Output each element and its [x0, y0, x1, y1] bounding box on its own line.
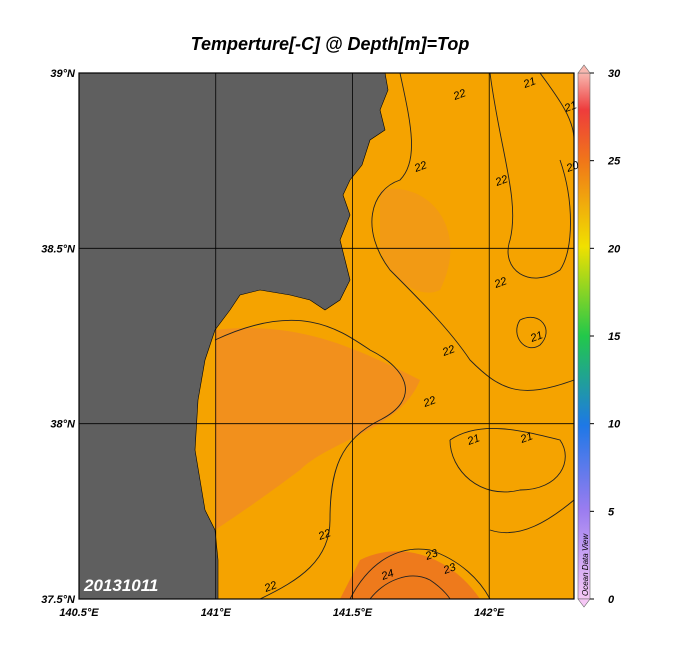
contour-label: 22 [412, 159, 429, 175]
watermark: Ocean Data View [581, 533, 590, 596]
contour-label: 22 [440, 343, 457, 359]
contour-label: 22 [421, 394, 438, 410]
contour-label: 21 [465, 432, 482, 448]
lon-tick-label: 141°E [201, 607, 232, 619]
warm-region [215, 328, 420, 530]
contour-label: 21 [528, 329, 545, 345]
colorbar-arrow [577, 598, 591, 608]
colorbar-tick-label: 25 [607, 156, 621, 168]
contour-label: 22 [262, 579, 279, 595]
colorbar-tick-label: 20 [607, 243, 621, 255]
lat-tick-label: 38°N [50, 419, 76, 431]
colorbar-tick-label: 15 [608, 331, 621, 343]
lon-tick-label: 142°E [474, 607, 505, 619]
land [79, 73, 389, 599]
colorbar-tick-label: 5 [608, 506, 615, 518]
contour-label: 23 [441, 561, 458, 577]
contour-label: 22 [316, 527, 333, 543]
date-label: 20131011 [83, 576, 158, 595]
map-area [79, 73, 574, 599]
lat-tick-label: 38.5°N [41, 243, 76, 255]
warm-region [340, 551, 480, 599]
contour-label: 22 [451, 87, 468, 103]
contour-label: 21 [521, 75, 538, 91]
lon-tick-label: 141.5°E [333, 607, 373, 619]
contour-label: 23 [423, 547, 440, 563]
lat-tick-label: 39°N [50, 68, 76, 80]
colorbar-arrow [577, 64, 591, 74]
contour-label: 21 [518, 430, 535, 446]
colorbar-tick-label: 30 [608, 68, 621, 80]
lon-tick-label: 140.5°E [59, 607, 99, 619]
contour-label: 24 [379, 567, 396, 583]
contour-label: 21 [562, 99, 579, 115]
contour-label: 22 [492, 275, 509, 291]
warm-region [380, 188, 451, 293]
colorbar-tick-label: 10 [608, 419, 621, 431]
lat-tick-label: 37.5°N [41, 594, 76, 606]
colorbar-tick-label: 0 [608, 594, 615, 606]
contour-label: 22 [493, 173, 510, 189]
contours [214, 73, 574, 599]
colorbar [577, 72, 591, 600]
contour-label: 20 [564, 159, 581, 175]
map-title: Temperture[-C] @ Depth[m]=Top [191, 34, 470, 54]
